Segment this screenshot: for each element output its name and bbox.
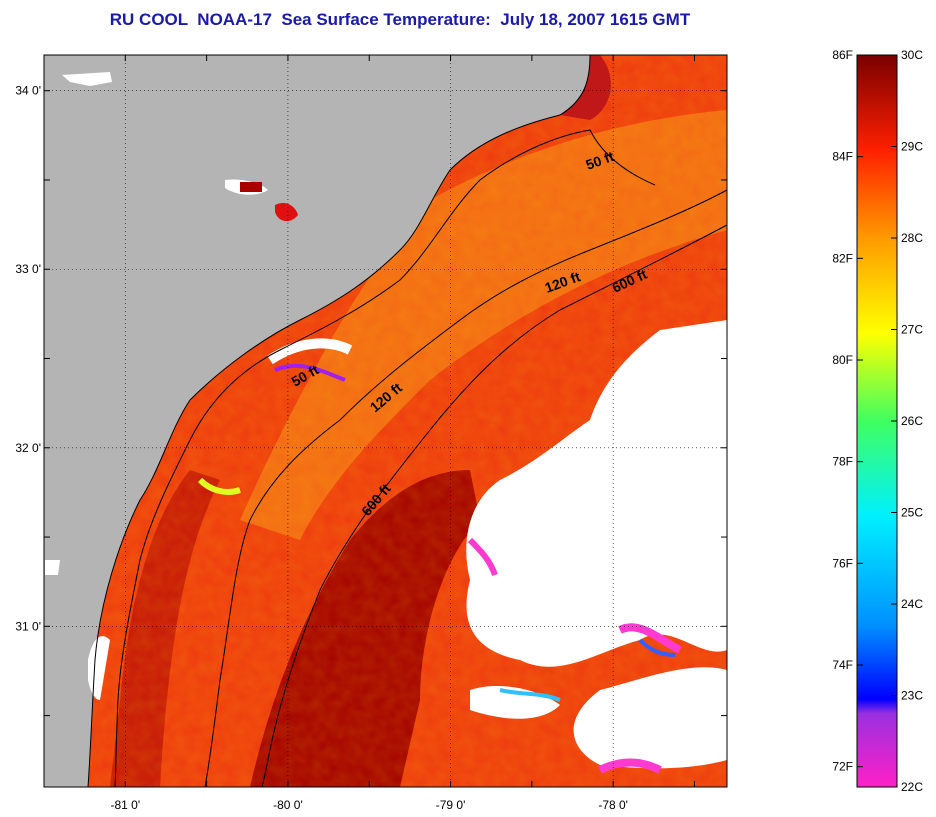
axis-labels: 34 0' 33 0' 32 0' 31 0' -81 0' -80 0' -79 0' -7… [15, 84, 628, 812]
map-title: RU COOL NOAA-17 Sea Surface Temperature:… [109, 10, 691, 29]
colorbar-celsius-label: 29C [901, 140, 923, 154]
colorbar-celsius-label: 26C [901, 414, 923, 428]
colorbar-fahrenheit-label: 78F [832, 455, 853, 469]
colorbar-gradient [856, 54, 898, 788]
colorbar-fahrenheit-label: 76F [832, 556, 853, 570]
colorbar-fahrenheit-label: 86F [832, 48, 853, 62]
colorbar-celsius-label: 25C [901, 506, 923, 520]
map-frame [43, 54, 728, 788]
colorbar-celsius-label: 22C [901, 780, 923, 794]
colorbar-fahrenheit-label: 72F [832, 760, 853, 774]
lon-label: -80 0' [273, 798, 303, 812]
lat-label: 31 0' [15, 619, 41, 633]
cloud-cover-southeast [573, 667, 727, 769]
lat-label: 33 0' [15, 262, 41, 276]
contour-600ft [261, 224, 727, 787]
coastline [87, 55, 591, 787]
colorbar: 30C 29C 28C 27C 26C 25C 24C 23C 22C 86F 84F 82F 80F 7… [832, 48, 923, 794]
colorbar-fahrenheit-label: 82F [832, 251, 853, 265]
lon-label: -78 0' [598, 798, 628, 812]
contour-120ft [204, 189, 727, 787]
lon-label: -79 0' [436, 798, 466, 812]
colorbar-fahrenheit-label: 84F [832, 150, 853, 164]
lon-label: -81 0' [110, 798, 140, 812]
lat-label: 34 0' [15, 84, 41, 98]
colorbar-celsius-label: 30C [901, 48, 923, 62]
colorbar-celsius-label: 28C [901, 231, 923, 245]
cloud-cover-east [466, 320, 727, 667]
land-mass [44, 55, 590, 787]
contour-50ft [114, 129, 656, 787]
colorbar-fahrenheit-label: 80F [832, 353, 853, 367]
colorbar-celsius-label: 23C [901, 689, 923, 703]
axis-ticks [43, 55, 727, 787]
colorbar-celsius-label: 24C [901, 597, 923, 611]
colorbar-celsius-label: 27C [901, 323, 923, 337]
lat-label: 32 0' [15, 441, 41, 455]
map-area: 50 ft 50 ft 120 ft 120 ft 600 ft 600 ft [44, 55, 727, 787]
colorbar-fahrenheit-label: 74F [832, 658, 853, 672]
